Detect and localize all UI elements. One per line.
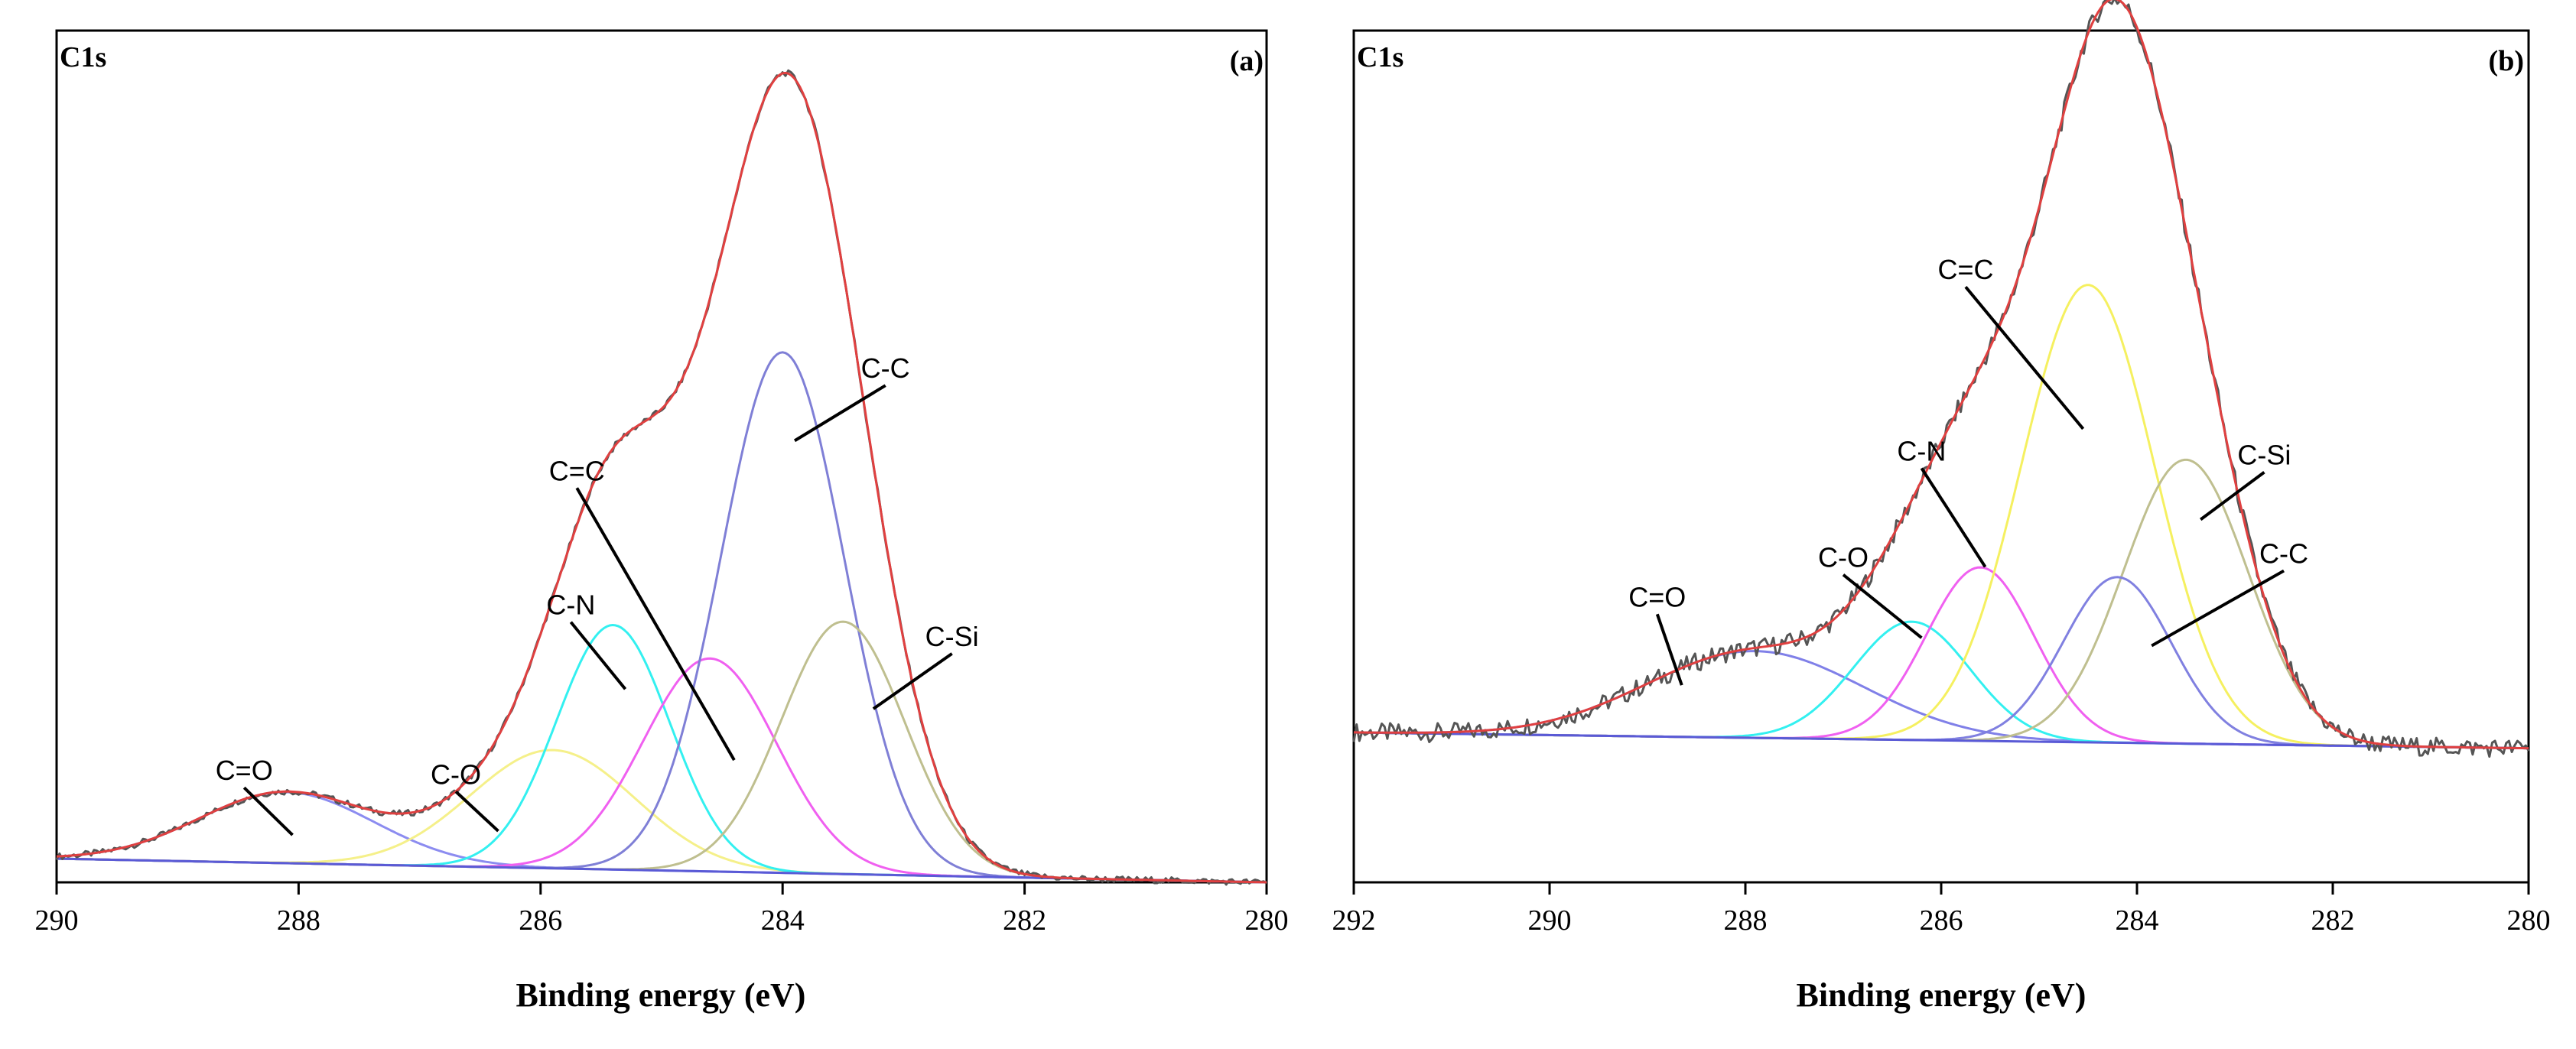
panel-a-annotation-label: C-Si (925, 621, 979, 652)
panel-b-annotation-label: C-Si (2237, 440, 2291, 471)
panel-b-raw-spectrum (1352, 0, 2530, 758)
panel-a-plot-frame (55, 29, 1268, 884)
panel-b-x-tick-label: 292 (1332, 904, 1376, 937)
panel-b-x-tick-label: 290 (1528, 904, 1572, 937)
panel-b-annotation-label: C-O (1818, 542, 1869, 573)
panel-b-baseline (1353, 731, 2529, 750)
panel-a-x-tick-label: 282 (1003, 904, 1046, 937)
panel-b-peak-c-si (1353, 458, 2529, 750)
panel-b-peak-ceqc (1353, 284, 2529, 750)
panel-b-x-tick-label: 284 (2116, 904, 2159, 937)
panel-a-x-axis-title: Binding energy (eV) (516, 976, 806, 1014)
panel-a: C1s (a) Binding energy (eV) 290 288 286 284… (35, 29, 1289, 1014)
panel-b-annotation-leader (1920, 467, 1987, 568)
panel-b-label: (b) (2489, 45, 2524, 77)
panel-a-annotation-leader (872, 652, 953, 710)
panel-a-annotation-leader (569, 621, 627, 690)
panel-a-annotation-label: C=O (216, 755, 273, 786)
panel-a-annotation-label: C-N (546, 589, 595, 621)
panel-b-annotation-label: C-C (2259, 538, 2308, 570)
panel-b-annotation-leader (2151, 569, 2285, 648)
panel-a-annotation-leader (242, 786, 294, 836)
panel-a-peak-c-si (57, 620, 1267, 884)
panel-a-annotation-leader (575, 487, 736, 762)
panel-a-annotation-label: C=C (549, 455, 605, 486)
panel-a-annotation-label: C-O (431, 758, 481, 790)
panel-b-annotation-label: C=C (1937, 254, 1993, 285)
panel-a-x-tick-label: 280 (1245, 904, 1289, 937)
panel-a-x-tick-label: 288 (277, 904, 320, 937)
panel-b-envelope-fit (1354, 0, 2529, 750)
panel-a-annotation-leader (454, 790, 499, 833)
panel-a-x-tick-label: 290 (35, 904, 79, 937)
panel-a-peak-ceqo (56, 791, 1267, 884)
panel-a-annotation-leader (793, 384, 886, 443)
panel-b-x-tick-label: 282 (2311, 904, 2355, 937)
panel-b-annotation-leader (1842, 573, 1923, 639)
panel-a-peak-c-n (57, 624, 1267, 884)
panel-b: C1s (b) Binding energy (eV) 292 290 288 286… (1332, 0, 2551, 1014)
panel-a-x-tick-label: 286 (519, 904, 562, 937)
panel-b-spectrum-label: C1s (1357, 41, 1403, 73)
panel-b-annotation-label: C-N (1897, 435, 1946, 466)
panel-a-label: (a) (1230, 45, 1264, 77)
panel-b-x-axis-title: Binding energy (eV) (1797, 976, 2086, 1014)
panel-a-x-tick-label: 284 (761, 904, 805, 937)
panel-b-peak-c-c (1353, 576, 2529, 750)
panel-b-annotation-leader (2200, 471, 2265, 521)
panel-a-spectrum-label: C1s (60, 41, 106, 73)
panel-b-x-tick-label: 286 (1920, 904, 1963, 937)
panel-b-x-tick-label: 280 (2507, 904, 2551, 937)
panel-b-annotation-leader (1964, 285, 2085, 430)
panel-b-annotation-leader (1655, 613, 1683, 686)
panel-b-x-tick-label: 288 (1724, 904, 1768, 937)
panel-b-annotation-label: C=O (1628, 581, 1686, 612)
panel-a-envelope-fit (56, 71, 1267, 884)
panel-a-annotation-label: C-C (861, 352, 910, 384)
